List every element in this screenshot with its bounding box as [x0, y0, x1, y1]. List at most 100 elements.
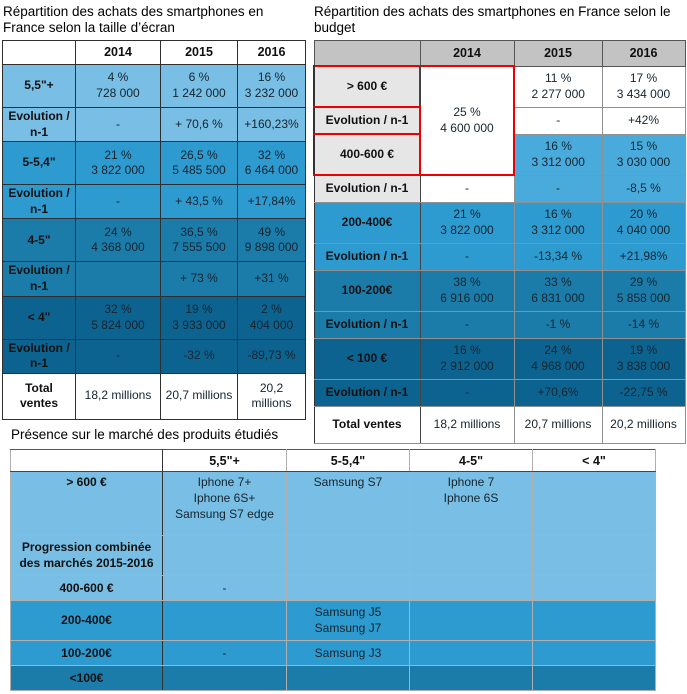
- row-label: > 600 €: [10, 471, 163, 537]
- data-cell: Samsung J3: [286, 640, 410, 667]
- data-cell: [286, 665, 410, 692]
- row-label: 4-5": [2, 218, 76, 263]
- data-cell: [532, 600, 656, 642]
- data-cell: 4 % 728 000: [75, 63, 161, 108]
- data-cell: [532, 471, 656, 537]
- screen-size-table-title: Répartition des achats des smartphones e…: [3, 4, 264, 36]
- screen-size-table: 2014 2015 2016 5,5"+ 4 % 728 000 6 % 1 242 00…: [2, 39, 306, 420]
- data-cell: 33 % 6 831 000: [513, 269, 603, 312]
- data-cell: 11 % 2 277 000: [513, 65, 603, 108]
- column-header: 2016: [601, 39, 686, 67]
- data-cell: +42%: [601, 106, 686, 135]
- row-label: 400-600 €: [313, 133, 421, 177]
- data-cell: Samsung J5 Samsung J7: [286, 600, 410, 642]
- data-cell: 20,7 millions: [513, 405, 603, 444]
- data-cell: [162, 600, 287, 642]
- data-cell: Samsung S7: [286, 471, 410, 537]
- data-cell: -: [162, 575, 287, 602]
- table-row: Evolution / n-1 - +42%: [313, 106, 686, 136]
- data-cell: -: [419, 310, 515, 339]
- table-row: 5-5,4" 21 % 3 822 000 26,5 % 5 485 500 32 %…: [2, 141, 306, 186]
- data-cell: -: [162, 640, 287, 667]
- column-header: [313, 39, 421, 67]
- data-cell: +21,98%: [601, 242, 686, 271]
- data-cell: 26,5 % 5 485 500: [160, 141, 238, 186]
- data-cell: 36,5 % 7 555 500: [160, 218, 238, 263]
- data-cell: 20,2 millions: [601, 405, 686, 444]
- row-label: Progression combinée des marchés 2015-20…: [10, 535, 163, 577]
- data-cell: -13,34 %: [513, 242, 603, 271]
- data-cell: [409, 640, 533, 667]
- column-header: 2016: [237, 39, 306, 65]
- data-cell: [162, 665, 287, 692]
- table-row: > 600 €25 % 4 600 000 11 % 2 277 000 17 % …: [313, 65, 686, 177]
- data-cell: [162, 535, 287, 577]
- table-row: Evolution / n-1- +70,6% -22,75 %: [313, 378, 686, 407]
- row-label: 400-600 €: [10, 575, 163, 602]
- data-cell: -89,73 %: [237, 338, 306, 374]
- products-table-title: Présence sur le marché des produits étud…: [11, 427, 279, 442]
- data-cell: 21 % 3 822 000: [419, 201, 515, 244]
- data-cell: +17,84%: [237, 184, 306, 220]
- row-label: Evolution / n-1: [2, 338, 76, 374]
- table-row: 5,5"+ 4 % 728 000 6 % 1 242 000 16 % 3 232 …: [2, 63, 306, 108]
- data-cell: 25 % 4 600 000: [419, 65, 515, 177]
- column-header: 2014: [419, 39, 515, 67]
- data-cell: -14 %: [601, 310, 686, 339]
- data-cell: -: [513, 106, 603, 135]
- data-cell: 17 % 3 434 000: [601, 65, 686, 108]
- data-cell: [532, 575, 656, 602]
- data-cell: [532, 665, 656, 692]
- table-row: 100-200€ - Samsung J3: [10, 640, 656, 667]
- table-row: 4-5" 24 % 4 368 000 36,5 % 7 555 500 49 % 9…: [2, 218, 306, 263]
- header-row: 2014 2015 2016: [2, 39, 306, 65]
- data-cell: 18,2 millions: [419, 405, 515, 444]
- row-label: > 600 €: [313, 65, 421, 109]
- data-cell: 20 % 4 040 000: [601, 201, 686, 244]
- table-row: Total ventes 18,2 millions 20,7 millions 20…: [2, 372, 306, 420]
- column-header: 2015: [513, 39, 603, 67]
- row-label: Evolution / n-1: [313, 310, 421, 339]
- screen-size-section: Répartition des achats des smartphones e…: [2, 4, 307, 420]
- row-label: Evolution / n-1: [2, 106, 76, 143]
- data-cell: Iphone 7 Iphone 6S: [409, 471, 533, 537]
- table-row: <100€: [10, 665, 656, 692]
- row-label: Total ventes: [2, 372, 76, 420]
- table-row: < 4" 32 % 5 824 000 19 % 3 933 000 2 % 404 …: [2, 295, 306, 340]
- data-cell: Iphone 7+ Iphone 6S+ Samsung S7 edge: [162, 471, 287, 537]
- data-cell: -: [419, 174, 515, 203]
- table-row: Evolution / n-1- -13,34 % +21,98%: [313, 242, 686, 271]
- data-cell: [75, 261, 161, 297]
- table-row: 400-600 € -: [10, 575, 656, 602]
- table-row: Evolution / n-1- -32 % -89,73 %: [2, 338, 306, 374]
- data-cell: -32 %: [160, 338, 238, 374]
- table-row: > 600 € Iphone 7+ Iphone 6S+ Samsung S7 e…: [10, 471, 656, 537]
- data-cell: + 70,6 %: [160, 106, 238, 143]
- data-cell: [286, 575, 410, 602]
- data-cell: 16 % 3 312 000: [513, 201, 603, 244]
- data-cell: -: [513, 174, 603, 203]
- row-label: < 100 €: [313, 337, 421, 380]
- row-label: Evolution / n-1: [2, 261, 76, 297]
- data-cell: -: [75, 184, 161, 220]
- data-cell: 2 % 404 000: [237, 295, 306, 340]
- row-label: Total ventes: [313, 405, 421, 444]
- row-label: <100€: [10, 665, 163, 692]
- data-cell: +160,23%: [237, 106, 306, 143]
- row-label: 100-200€: [313, 269, 421, 312]
- table-row: 200-400€ 21 % 3 822 000 16 % 3 312 000 20 %…: [313, 201, 686, 244]
- data-cell: [409, 575, 533, 602]
- table-row: Evolution / n-1- -1 % -14 %: [313, 310, 686, 339]
- data-cell: + 43,5 %: [160, 184, 238, 220]
- column-header: 5-5,4": [286, 449, 410, 473]
- table-row: Evolution / n-1- + 43,5 % +17,84%: [2, 184, 306, 220]
- column-header: [2, 39, 76, 65]
- budget-table-title: Répartition des achats des smartphones e…: [314, 4, 671, 36]
- row-label: Evolution / n-1: [2, 184, 76, 220]
- column-header: [10, 449, 163, 473]
- data-cell: -8,5 %: [601, 174, 686, 203]
- table-row: 200-400€ Samsung J5 Samsung J7: [10, 600, 656, 642]
- column-header: 2014: [75, 39, 161, 65]
- data-cell: 19 % 3 933 000: [160, 295, 238, 340]
- header-row: 2014 2015 2016: [313, 39, 686, 67]
